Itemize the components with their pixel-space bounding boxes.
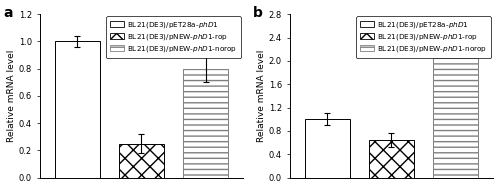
Bar [433,39,478,178]
Text: b: b [253,6,263,20]
Text: a: a [3,6,13,20]
Y-axis label: Relative mRNA level: Relative mRNA level [257,50,266,142]
Bar [183,69,228,178]
Bar [304,119,350,178]
Y-axis label: Relative mRNA level: Relative mRNA level [7,50,16,142]
Bar [369,140,414,178]
Legend: BL21(DE3)/pET28a-$\it{phD1}$, BL21(DE3)/pNEW-$\it{phD1}$-rop, BL21(DE3)/pNEW-$\i: BL21(DE3)/pET28a-$\it{phD1}$, BL21(DE3)/… [106,16,241,58]
Bar [119,143,164,178]
Legend: BL21(DE3)/pET28a-$\it{phD1}$, BL21(DE3)/pNEW-$\it{phD1}$-rop, BL21(DE3)/pNEW-$\i: BL21(DE3)/pET28a-$\it{phD1}$, BL21(DE3)/… [356,16,491,58]
Bar [54,41,100,178]
